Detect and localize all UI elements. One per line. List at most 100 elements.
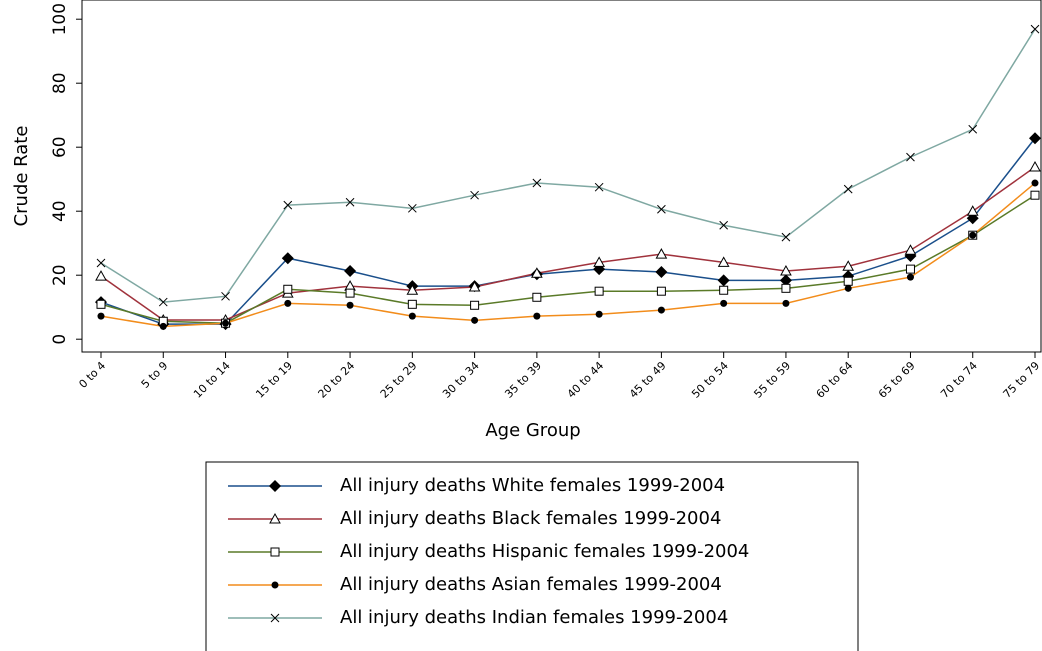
series-line (100, 28, 1036, 303)
marker (158, 297, 168, 307)
x-tick-label: 70 to 74 (938, 359, 980, 401)
x-tick-label: 75 to 79 (1001, 359, 1042, 401)
marker (719, 220, 729, 230)
x-tick-label: 65 to 69 (876, 359, 918, 401)
marker (159, 322, 167, 330)
marker (656, 286, 666, 296)
marker (655, 248, 668, 259)
marker (657, 306, 665, 314)
marker (717, 274, 730, 287)
marker (407, 203, 417, 213)
marker (344, 265, 357, 278)
marker (532, 178, 542, 188)
legend-marker (269, 512, 281, 524)
legend-label: All injury deaths Black females 1999-200… (340, 508, 721, 529)
marker (283, 284, 293, 294)
legend-label: All injury deaths White females 1999-200… (340, 475, 725, 496)
marker (531, 267, 543, 278)
marker (904, 244, 917, 255)
marker (468, 281, 481, 292)
y-axis-title: Crude Rate (11, 126, 32, 227)
marker (283, 200, 293, 210)
marker (1030, 24, 1040, 34)
marker (594, 182, 604, 192)
legend (205, 461, 859, 651)
x-tick-label: 45 to 49 (627, 359, 669, 401)
marker (780, 265, 792, 276)
marker (1029, 132, 1041, 145)
marker (97, 312, 105, 320)
y-tick-label: 60 (50, 136, 70, 158)
marker (593, 256, 605, 267)
marker (471, 316, 479, 324)
marker (781, 283, 791, 293)
x-tick-label: 35 to 39 (502, 359, 544, 401)
x-tick-label: 20 to 24 (316, 359, 358, 401)
marker (1029, 161, 1041, 172)
x-tick-label: 30 to 34 (440, 359, 482, 401)
marker (345, 288, 355, 298)
y-tick-label: 40 (50, 200, 70, 222)
series-line (100, 182, 1036, 328)
marker (595, 310, 603, 318)
marker (346, 301, 354, 309)
plot-area (81, 0, 1042, 353)
legend-label: All injury deaths Indian females 1999-20… (340, 607, 728, 628)
x-tick-label: 40 to 44 (565, 359, 607, 401)
series-line (100, 194, 1036, 324)
marker (406, 284, 419, 295)
marker (345, 197, 355, 207)
x-tick-label: 50 to 54 (689, 359, 731, 401)
marker (533, 312, 541, 320)
x-tick-label: 5 to 9 (139, 359, 171, 391)
marker (1030, 190, 1040, 200)
marker (657, 204, 666, 214)
marker (968, 124, 978, 134)
x-tick-label: 15 to 19 (253, 359, 295, 401)
marker (966, 205, 979, 216)
marker (655, 266, 668, 278)
marker (1031, 179, 1039, 187)
marker (96, 258, 106, 268)
legend-label: All injury deaths Hispanic females 1999-… (340, 541, 749, 562)
y-tick-label: 80 (50, 72, 70, 94)
marker (906, 152, 915, 162)
marker (95, 270, 107, 281)
marker (408, 312, 416, 320)
marker (719, 285, 729, 295)
marker (284, 299, 292, 307)
marker (281, 252, 294, 265)
y-tick-label: 20 (50, 264, 70, 286)
marker (470, 300, 480, 310)
marker (96, 299, 106, 309)
marker (843, 184, 853, 194)
y-tick-label: 0 (50, 334, 70, 345)
marker (407, 299, 417, 309)
legend-label: All injury deaths Asian females 1999-200… (340, 574, 722, 595)
marker (906, 273, 914, 281)
legend-marker (269, 480, 281, 492)
marker (720, 299, 728, 307)
x-tick-label: 0 to 4 (76, 359, 108, 391)
marker (842, 260, 855, 271)
x-tick-label: 25 to 29 (378, 359, 420, 401)
x-axis-title: Age Group (485, 420, 580, 441)
marker (222, 319, 230, 327)
marker (779, 274, 792, 287)
marker (781, 232, 791, 242)
marker (843, 276, 853, 286)
marker (594, 286, 604, 296)
x-tick-label: 55 to 59 (751, 359, 793, 401)
marker (782, 299, 790, 307)
marker (969, 231, 977, 239)
marker (844, 284, 852, 292)
legend-marker (271, 581, 279, 589)
y-tick-label: 100 (50, 3, 70, 35)
marker (905, 264, 915, 274)
marker (470, 190, 479, 200)
marker (717, 256, 730, 267)
x-tick-label: 60 to 64 (814, 359, 856, 401)
legend-marker (270, 613, 280, 623)
x-tick-label: 10 to 14 (191, 359, 233, 401)
